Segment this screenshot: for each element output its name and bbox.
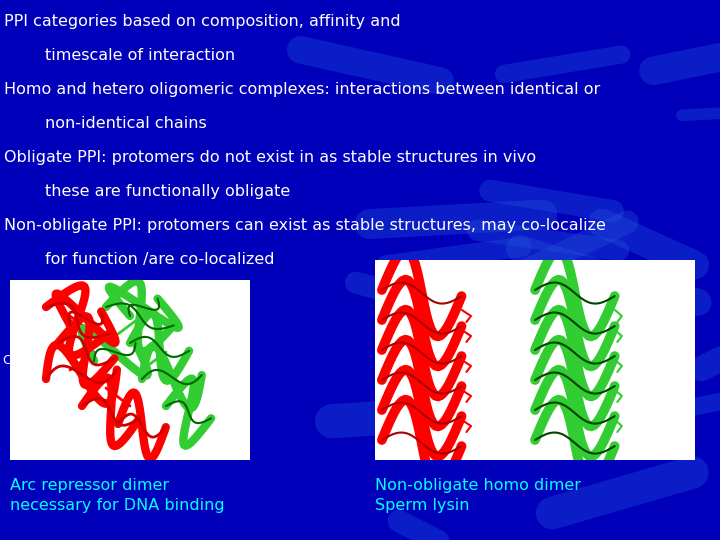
- Text: Sperm lysin: Sperm lysin: [375, 498, 469, 513]
- Bar: [375, 260, 695, 460]
- Text: PPI categories based on composition, affinity and: PPI categories based on composition, aff…: [4, 14, 400, 29]
- Text: timescale of interaction: timescale of interaction: [4, 48, 235, 63]
- Text: Obligate PPI: protomers do not exist in as stable structures in vivo: Obligate PPI: protomers do not exist in …: [4, 150, 536, 165]
- Text: C: C: [2, 354, 11, 367]
- Text: Non-obligate PPI: protomers can exist as stable structures, may co-localize: Non-obligate PPI: protomers can exist as…: [4, 218, 606, 233]
- Text: non-identical chains: non-identical chains: [4, 116, 207, 131]
- Text: necessary for DNA binding: necessary for DNA binding: [10, 498, 225, 513]
- Text: Homo and hetero oligomeric complexes: interactions between identical or: Homo and hetero oligomeric complexes: in…: [4, 82, 600, 97]
- Text: these are functionally obligate: these are functionally obligate: [4, 184, 290, 199]
- Text: Non-obligate homo dimer: Non-obligate homo dimer: [375, 478, 581, 493]
- Bar: [10, 280, 250, 460]
- Text: Arc repressor dimer: Arc repressor dimer: [10, 478, 169, 493]
- Text: for function /are co-localized: for function /are co-localized: [4, 252, 274, 267]
